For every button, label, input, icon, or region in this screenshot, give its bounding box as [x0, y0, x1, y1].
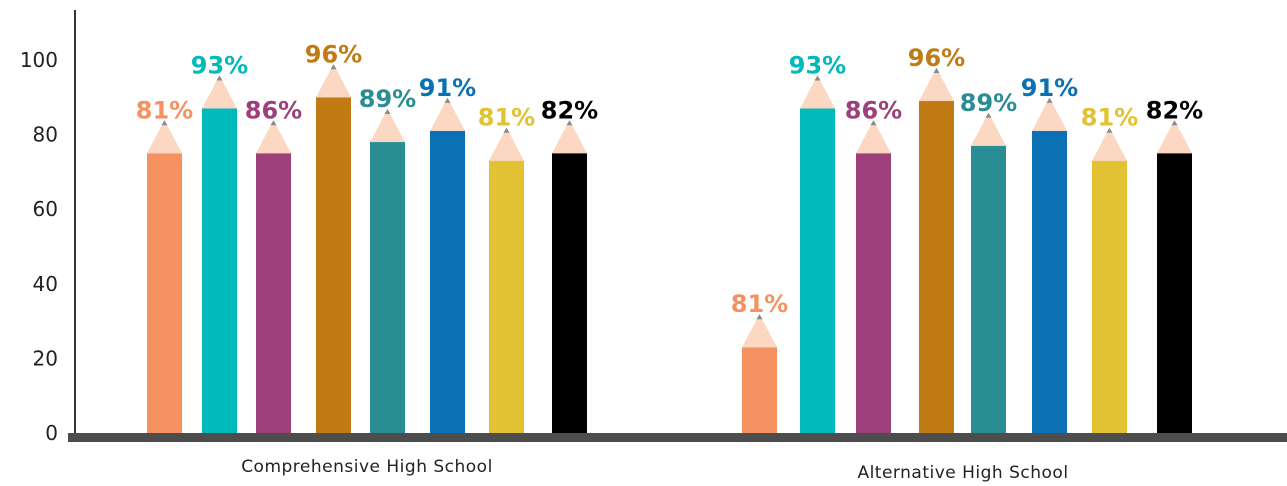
y-tick-label: 40: [33, 272, 58, 296]
bar: [202, 108, 237, 433]
bar: [919, 101, 954, 433]
bar: [1092, 161, 1127, 433]
x-axis-baseline: [68, 433, 1287, 442]
y-tick-label: 0: [45, 421, 58, 445]
x-category-label: Comprehensive High School: [241, 457, 493, 477]
bar: [800, 108, 835, 433]
bar: [1157, 153, 1192, 433]
x-category-label: Alternative High School: [857, 463, 1068, 483]
bar: [430, 131, 465, 433]
bar: [147, 153, 182, 433]
data-label: 86%: [845, 96, 902, 124]
data-label: 91%: [419, 74, 476, 102]
y-tick-label: 100: [20, 48, 58, 72]
data-label: 89%: [359, 85, 416, 113]
y-axis-ticks: 0 20 40 60 80 100: [20, 48, 58, 445]
bar: [256, 153, 291, 433]
bar: [856, 153, 891, 433]
bar: [971, 146, 1006, 433]
data-label: 82%: [1146, 96, 1203, 124]
bar: [489, 161, 524, 433]
bars-group: 81%81%93% 93%86% 86%96% 96%89% 89%91% 91%81% 8…: [136, 40, 1203, 433]
data-label: 82%: [541, 96, 598, 124]
x-axis-categories: Comprehensive High School Alternative Hig…: [241, 457, 1068, 483]
y-tick-label: 20: [33, 346, 58, 370]
y-tick-label: 80: [33, 123, 58, 147]
data-label: 96%: [305, 40, 362, 68]
y-tick-label: 60: [33, 197, 58, 221]
bar: [1032, 131, 1067, 433]
bar: [552, 153, 587, 433]
data-label: 81%: [1081, 104, 1138, 132]
data-label: 86%: [245, 96, 302, 124]
bar: [370, 142, 405, 433]
bar: [742, 347, 777, 433]
data-label: 96%: [908, 44, 965, 72]
data-label: 81%: [731, 290, 788, 318]
data-label: 91%: [1021, 74, 1078, 102]
data-label: 93%: [789, 51, 846, 79]
data-label: 81%: [478, 104, 535, 132]
bar: [316, 97, 351, 433]
data-label: 93%: [191, 51, 248, 79]
data-label: 89%: [960, 89, 1017, 117]
data-label: 81%: [136, 96, 193, 124]
